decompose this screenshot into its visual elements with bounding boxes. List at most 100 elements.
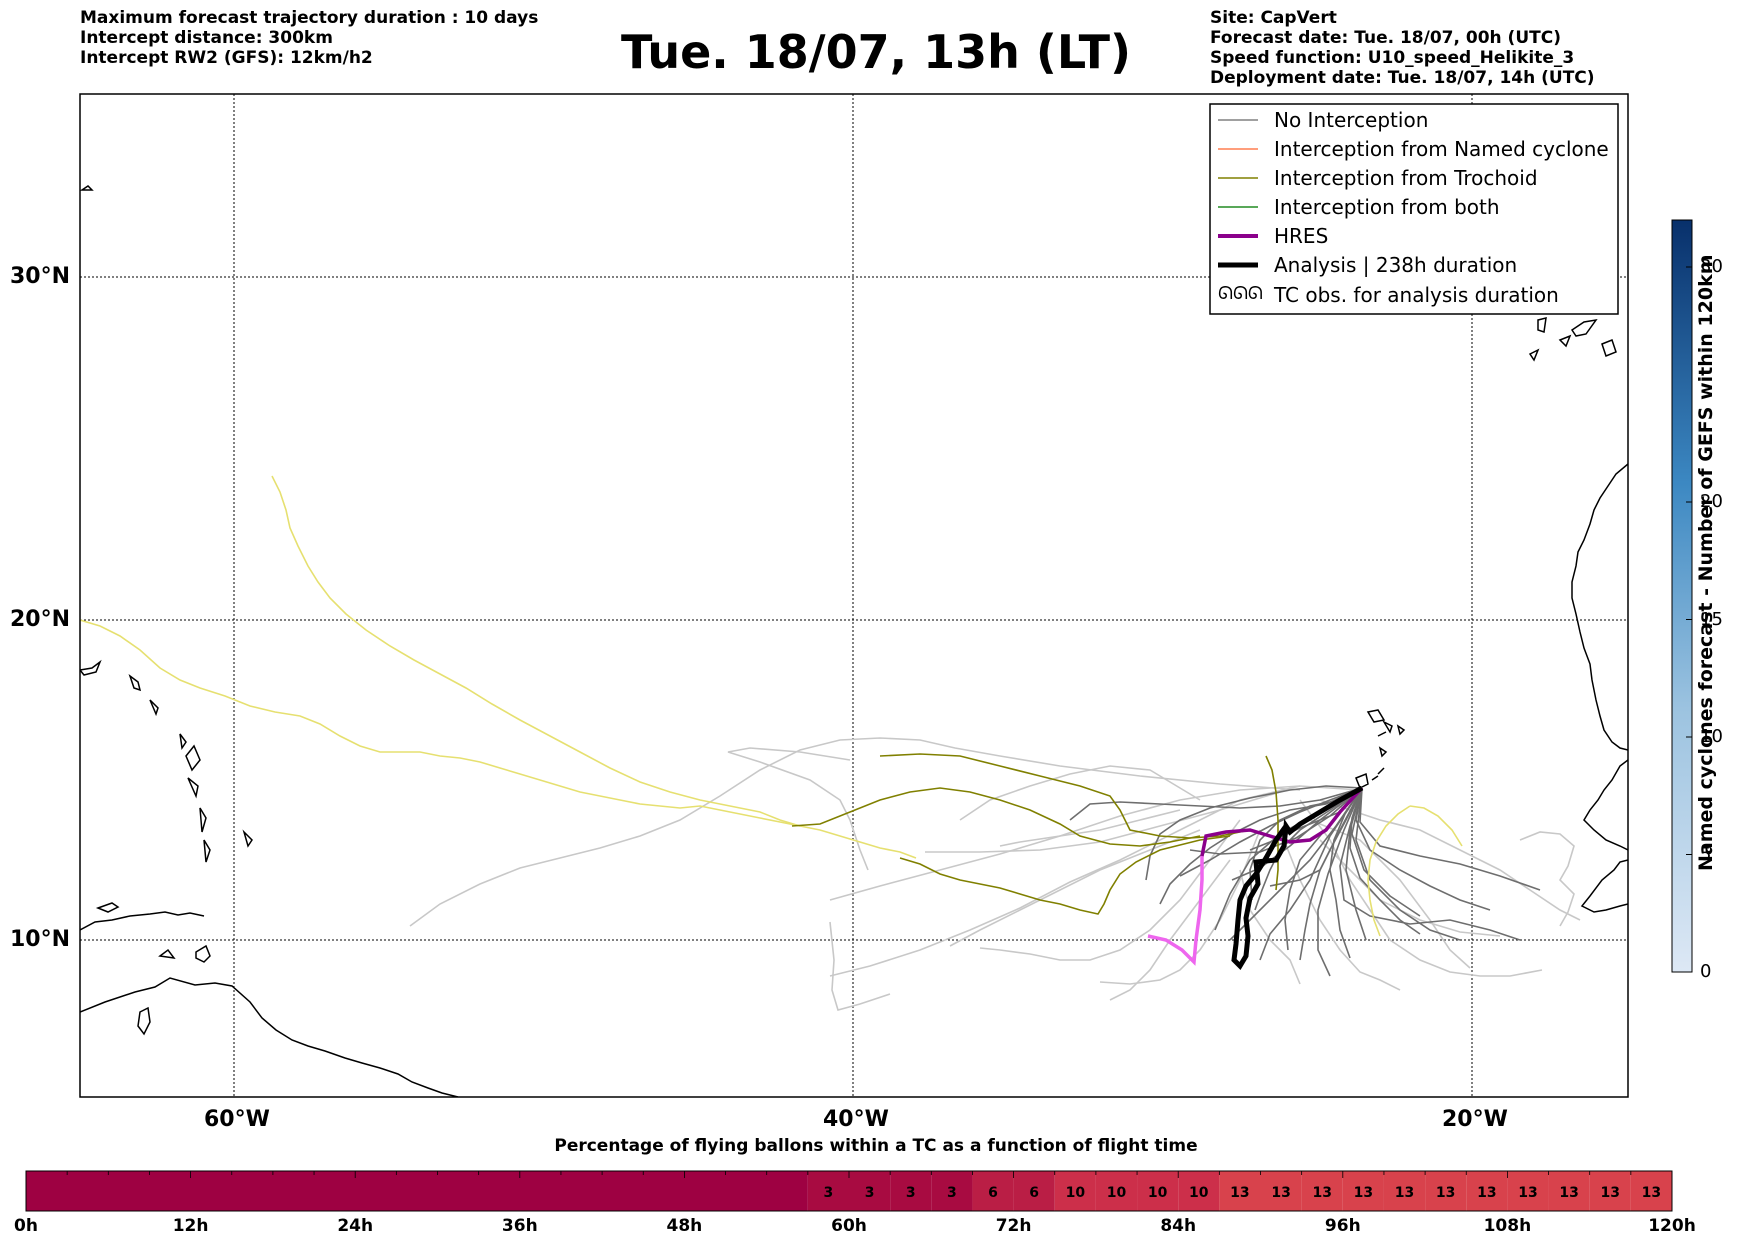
trajectory — [1367, 805, 1411, 937]
trajectory — [1145, 785, 1363, 881]
trajectory — [1317, 787, 1363, 977]
time-strip-label: 72h — [995, 1216, 1032, 1236]
header-left-line: Maximum forecast trajectory duration : 1… — [80, 8, 539, 28]
time-strip-label: 96h — [1324, 1216, 1361, 1236]
time-strip-cell — [890, 1171, 932, 1211]
coast-madeira — [80, 185, 94, 191]
time-strip-label: 84h — [1160, 1216, 1197, 1236]
colorbar-tick-label: 30 — [1700, 256, 1723, 277]
legend-frame — [1209, 103, 1619, 315]
trajectories-trochoid-light — [80, 475, 1463, 937]
coast-canaries — [1528, 317, 1617, 362]
time-strip-cell-value: 13 — [1477, 1185, 1496, 1201]
time-strip-cell — [1260, 1171, 1302, 1211]
coast-cape-verde — [1355, 709, 1406, 790]
time-strip-cell-value: 13 — [1354, 1185, 1373, 1201]
main-title: Tue. 18/07, 13h (LT) — [621, 25, 1131, 79]
legend-label: Interception from Trochoid — [1274, 166, 1538, 190]
trajectory — [999, 809, 1181, 847]
time-strip-cell-value: 13 — [1271, 1185, 1290, 1201]
colorbar-tick-label: 10 — [1700, 726, 1723, 747]
trajectory — [1239, 869, 1301, 985]
time-strip-cell — [931, 1171, 973, 1211]
time-strip-cell — [1589, 1171, 1631, 1211]
colorbar-tick-label: 5 — [1700, 843, 1712, 865]
time-strip-cell — [1137, 1171, 1179, 1211]
time-strip-cell — [1342, 1171, 1384, 1211]
time-strip-label: 48h — [666, 1216, 703, 1236]
trajectory — [1519, 831, 1575, 927]
legend-label: No Interception — [1274, 108, 1429, 132]
time-strip-cell-value: 6 — [988, 1185, 998, 1201]
trajectory — [271, 475, 801, 827]
trajectory — [1409, 805, 1463, 847]
colorbar-tick-label: 0 — [1700, 961, 1712, 982]
trajectory — [829, 921, 891, 1011]
colorbar-tick-label: 15 — [1700, 608, 1723, 630]
trajectory — [1359, 787, 1541, 891]
analysis-trajectory — [1231, 785, 1364, 971]
lon-label: 40°W — [823, 1107, 889, 1132]
time-strip-label: 36h — [501, 1216, 538, 1236]
coast-trinidad — [195, 944, 211, 963]
time-strip-cell-value: 13 — [1559, 1185, 1578, 1201]
time-strip-label: 12h — [172, 1216, 209, 1236]
time-strip-cell — [1013, 1171, 1055, 1211]
trajectory — [1355, 787, 1491, 911]
time-strip-cell — [26, 1171, 808, 1211]
time-strip-cell — [1178, 1171, 1220, 1211]
colorbar — [1671, 219, 1693, 973]
time-strip-cell-value: 6 — [1029, 1185, 1039, 1201]
coastlines — [80, 185, 1628, 1097]
time-strip-label: 0h — [14, 1216, 38, 1236]
trajectory — [829, 785, 1301, 977]
trajectory — [791, 787, 1201, 847]
hres-trajectory — [1200, 786, 1364, 857]
legend — [1209, 103, 1619, 315]
time-strip-cell-value: 3 — [906, 1185, 916, 1201]
time-strip-cell — [1466, 1171, 1508, 1211]
time-strip-cell — [1630, 1171, 1672, 1211]
lat-label: 20°N — [10, 607, 71, 632]
trajectory — [1339, 787, 1521, 941]
time-strip-cell-value: 3 — [865, 1185, 875, 1201]
lon-label: 20°W — [1442, 1107, 1508, 1132]
time-strip-label: 60h — [831, 1216, 867, 1236]
time-strip-cell-value: 3 — [824, 1185, 834, 1201]
time-strip-cell — [1054, 1171, 1096, 1211]
coast-antilles — [80, 659, 253, 863]
trajectory — [1319, 799, 1581, 921]
legend-label: Interception from both — [1274, 195, 1500, 219]
trajectory — [1265, 755, 1279, 891]
time-strip-cell-value: 13 — [1601, 1185, 1620, 1201]
legend-label: Interception from Named cyclone — [1274, 137, 1609, 161]
trajectory — [1279, 829, 1401, 991]
header-left-line: Intercept distance: 300km — [80, 28, 333, 48]
trajectory — [949, 829, 1201, 947]
trajectory — [899, 835, 1231, 915]
time-strip-cell-value: 13 — [1436, 1185, 1455, 1201]
header-right-line: Deployment date: Tue. 18/07, 14h (UTC) — [1210, 68, 1595, 88]
time-strip-ticks — [25, 1171, 1673, 1178]
time-strip-cell — [1219, 1171, 1261, 1211]
trajectory — [979, 819, 1241, 961]
time-strip-cell-value: 10 — [1148, 1185, 1168, 1201]
time-strip-cell-value: 13 — [1395, 1185, 1414, 1201]
header-left-line: Intercept RW2 (GFS): 12km/h2 — [80, 48, 373, 68]
coast-caribbean-mainland — [80, 911, 205, 931]
time-strip-cell — [1383, 1171, 1426, 1211]
lat-label: 30°N — [10, 264, 71, 289]
time-strip-cell-value: 10 — [1189, 1185, 1209, 1201]
trajectory — [1345, 787, 1367, 941]
header-right-line: Speed function: U10_speed_Helikite_3 — [1210, 48, 1575, 68]
trajectories-no-interception-light — [409, 737, 1581, 1011]
lat-label: 10°N — [10, 927, 71, 952]
coast-south-america — [80, 977, 459, 1097]
time-strip-cell — [807, 1171, 849, 1211]
trajectory — [409, 737, 1301, 927]
trajectory — [1179, 787, 1363, 877]
time-strip-label: 120h — [1648, 1216, 1696, 1236]
trajectories-no-interception — [1069, 785, 1541, 977]
time-strip: 3 3 3 3 6 6 10 10 10 10 13 13 13 13 13 13 13 13 13 13 13 — [26, 1171, 1672, 1211]
